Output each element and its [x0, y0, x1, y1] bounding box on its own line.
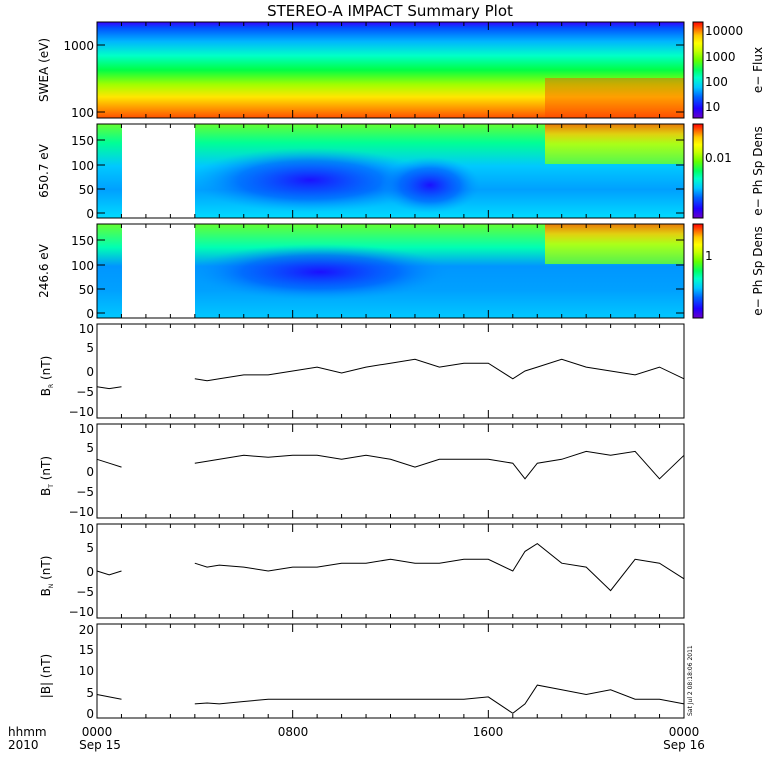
- bt-ytick-10: 10: [79, 422, 94, 436]
- pad246-ytick-150: 150: [71, 234, 94, 248]
- bt-ytick-neg5: −5: [76, 485, 94, 499]
- bn-frame: [96, 523, 685, 619]
- pad650-low-region: [190, 148, 430, 212]
- pad650-late-region: [545, 124, 684, 164]
- time-tick-label-1600: 1600: [473, 725, 504, 739]
- swea-cb-tick-10000: 10000: [705, 24, 743, 38]
- time-tick-label-0000-sep15: 0000: [82, 725, 113, 739]
- bn-ytick-neg5: −5: [76, 585, 94, 599]
- time-tick-sub-sep15: Sep 15: [79, 738, 121, 752]
- pad650-low-region-2: [380, 157, 480, 213]
- bmag-ytick-20: 20: [79, 623, 94, 637]
- swea-ytick-100: 100: [71, 106, 94, 120]
- pad650-cb-tick: 0.01: [705, 151, 732, 165]
- time-axis-row-label-year: 2010: [8, 738, 39, 752]
- br-trace: [96, 358, 685, 390]
- time-tick-sub-sep16: Sep 16: [663, 738, 705, 752]
- swea-ylabel: SWEA (eV): [37, 38, 51, 102]
- br-ytick-0: 0: [86, 365, 94, 379]
- swea-ytick-1000: 1000: [63, 39, 94, 53]
- bt-ytick-5: 5: [86, 441, 94, 455]
- bn-trace: [96, 542, 685, 592]
- pad246-cb-tick: 1: [705, 249, 713, 263]
- bn-ylabel: BN (nT): [39, 556, 55, 597]
- pad246-ytick-50: 50: [79, 283, 94, 297]
- bt-panel: 10 5 0 −5 −10 BT (nT): [39, 422, 685, 519]
- bn-ytick-5: 5: [86, 541, 94, 555]
- pad246-late-region: [545, 224, 684, 264]
- br-ytick-5: 5: [86, 341, 94, 355]
- pad246-ytick-100: 100: [71, 259, 94, 273]
- pad246-ytick-0: 0: [86, 307, 94, 321]
- swea-cb-tick-100: 100: [705, 75, 728, 89]
- pad650-colorbar: [693, 124, 703, 218]
- generation-stamp: Sat Jul 2 08:18:06 2011: [687, 645, 694, 716]
- bmag-trace: [96, 684, 685, 714]
- swea-late-enhancement: [545, 78, 684, 118]
- swea-panel: 1000 100 SWEA (eV) 10000 1000 100 10 e− …: [37, 21, 765, 120]
- bn-ytick-neg10: −10: [69, 605, 94, 619]
- pad650-y-ticks: [97, 139, 684, 214]
- swea-cb-label: e− Flux: [751, 47, 765, 93]
- bn-panel: 10 5 0 −5 −10 BN (nT): [39, 522, 685, 619]
- pad650-ytick-150: 150: [71, 134, 94, 148]
- bt-ytick-neg10: −10: [69, 505, 94, 519]
- pad246-colorbar: [693, 224, 703, 318]
- bt-trace: [96, 450, 685, 480]
- pad650-data-gap: [122, 124, 195, 218]
- bmag-ylabel: |B| (nT): [39, 654, 53, 698]
- pad246-data-gap: [122, 224, 195, 318]
- time-tick-label-0000-sep16: 0000: [669, 725, 700, 739]
- br-frame: [96, 323, 685, 419]
- br-ylabel: BR (nT): [39, 356, 55, 397]
- bmag-ytick-15: 15: [79, 643, 94, 657]
- pad650-ytick-50: 50: [79, 183, 94, 197]
- plot-title: STEREO-A IMPACT Summary Plot: [267, 2, 513, 20]
- br-panel: 10 5 0 −5 −10 BR (nT): [39, 322, 685, 419]
- pad650-ytick-100: 100: [71, 159, 94, 173]
- time-axis-row-label-hhmm: hhmm: [8, 725, 47, 739]
- br-ytick-neg10: −10: [69, 405, 94, 419]
- bmag-ytick-5: 5: [86, 686, 94, 700]
- pad246-y-ticks: [97, 239, 684, 314]
- bmag-ytick-0: 0: [86, 707, 94, 721]
- time-axis: hhmm 2010 0000 Sep 15 0800 1600 0000 Sep…: [8, 725, 705, 752]
- bn-ytick-0: 0: [86, 565, 94, 579]
- br-ytick-neg5: −5: [76, 385, 94, 399]
- pad246-low-region: [190, 244, 450, 300]
- swea-colorbar: [693, 22, 703, 118]
- bt-ytick-0: 0: [86, 465, 94, 479]
- swea-spectrogram: [97, 22, 684, 118]
- pad246-panel: 150 100 50 0 246.6 eV 1 e− Ph Sp Dens: [37, 223, 765, 321]
- pad650-cb-label: e− Ph Sp Dens: [751, 126, 765, 215]
- pad246-cb-label: e− Ph Sp Dens: [751, 226, 765, 315]
- bmag-frame: [96, 623, 685, 719]
- time-tick-label-0800: 0800: [278, 725, 309, 739]
- bmag-ytick-10: 10: [79, 664, 94, 678]
- bt-frame: [96, 423, 685, 519]
- pad650-ytick-0: 0: [86, 207, 94, 221]
- pad650-ylabel: 650.7 eV: [37, 143, 51, 198]
- bt-ylabel: BT (nT): [39, 456, 55, 496]
- pad246-ylabel: 246.6 eV: [37, 243, 51, 298]
- pad650-panel: 150 100 50 0 650.7 eV 0.01 e− Ph Sp Dens: [37, 123, 765, 221]
- swea-y-ticks: [97, 44, 684, 113]
- br-ytick-10: 10: [79, 322, 94, 336]
- time-ticks: [96, 22, 685, 718]
- bmag-panel: 20 15 10 5 0 |B| (nT) Sat Jul 2 08:18:06…: [39, 623, 694, 721]
- swea-cb-tick-10: 10: [705, 100, 720, 114]
- swea-cb-tick-1000: 1000: [705, 50, 736, 64]
- bn-ytick-10: 10: [79, 522, 94, 536]
